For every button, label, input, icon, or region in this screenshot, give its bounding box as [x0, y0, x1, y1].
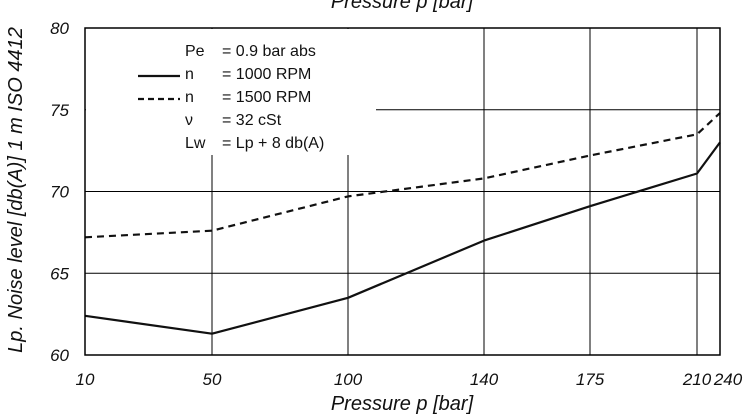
x-tick-label: 100: [334, 370, 363, 389]
y-axis-label: Lp. Noise level [db(A)] 1 m ISO 4412: [5, 27, 27, 353]
legend-symbol: n: [185, 66, 194, 83]
legend: Pe = 0.9 bar abs n = 1000 RPM n = 1500 RPM ν = …: [138, 43, 324, 152]
legend-symbol: ν: [185, 112, 193, 129]
legend-text: = 1500 RPM: [222, 89, 311, 106]
tick-labels: 10 50 100 140 175 210 240 60 65 70 75 80: [50, 19, 743, 389]
y-tick-label: 75: [50, 101, 69, 120]
plot-frame: [84, 27, 721, 356]
legend-text: = 0.9 bar abs: [222, 43, 316, 60]
y-tick-label: 60: [50, 346, 69, 365]
legend-text: = 1000 RPM: [222, 66, 311, 83]
x-tick-label: 240: [713, 370, 743, 389]
y-tick-label: 80: [50, 19, 69, 38]
series-lines: [84, 112, 721, 335]
x-tick-label: 175: [576, 370, 605, 389]
legend-symbol: Pe: [185, 43, 205, 60]
series-1000-rpm-line: [84, 141, 721, 335]
x-tick-label: 210: [682, 370, 712, 389]
legend-text: = 32 cSt: [222, 112, 282, 129]
legend-background: [86, 29, 376, 155]
legend-symbol: Lw: [185, 135, 206, 152]
y-tick-label: 70: [50, 183, 69, 202]
x-tick-label: 50: [203, 370, 222, 389]
x-tick-label: 10: [76, 370, 95, 389]
x-axis-label: Pressure p [bar]: [331, 393, 474, 414]
legend-symbol: n: [185, 89, 194, 106]
top-axis-label: Pressure p [bar]: [331, 0, 474, 13]
x-tick-label: 140: [470, 370, 499, 389]
legend-text: = Lp + 8 db(A): [222, 135, 324, 152]
y-tick-label: 65: [50, 264, 69, 283]
